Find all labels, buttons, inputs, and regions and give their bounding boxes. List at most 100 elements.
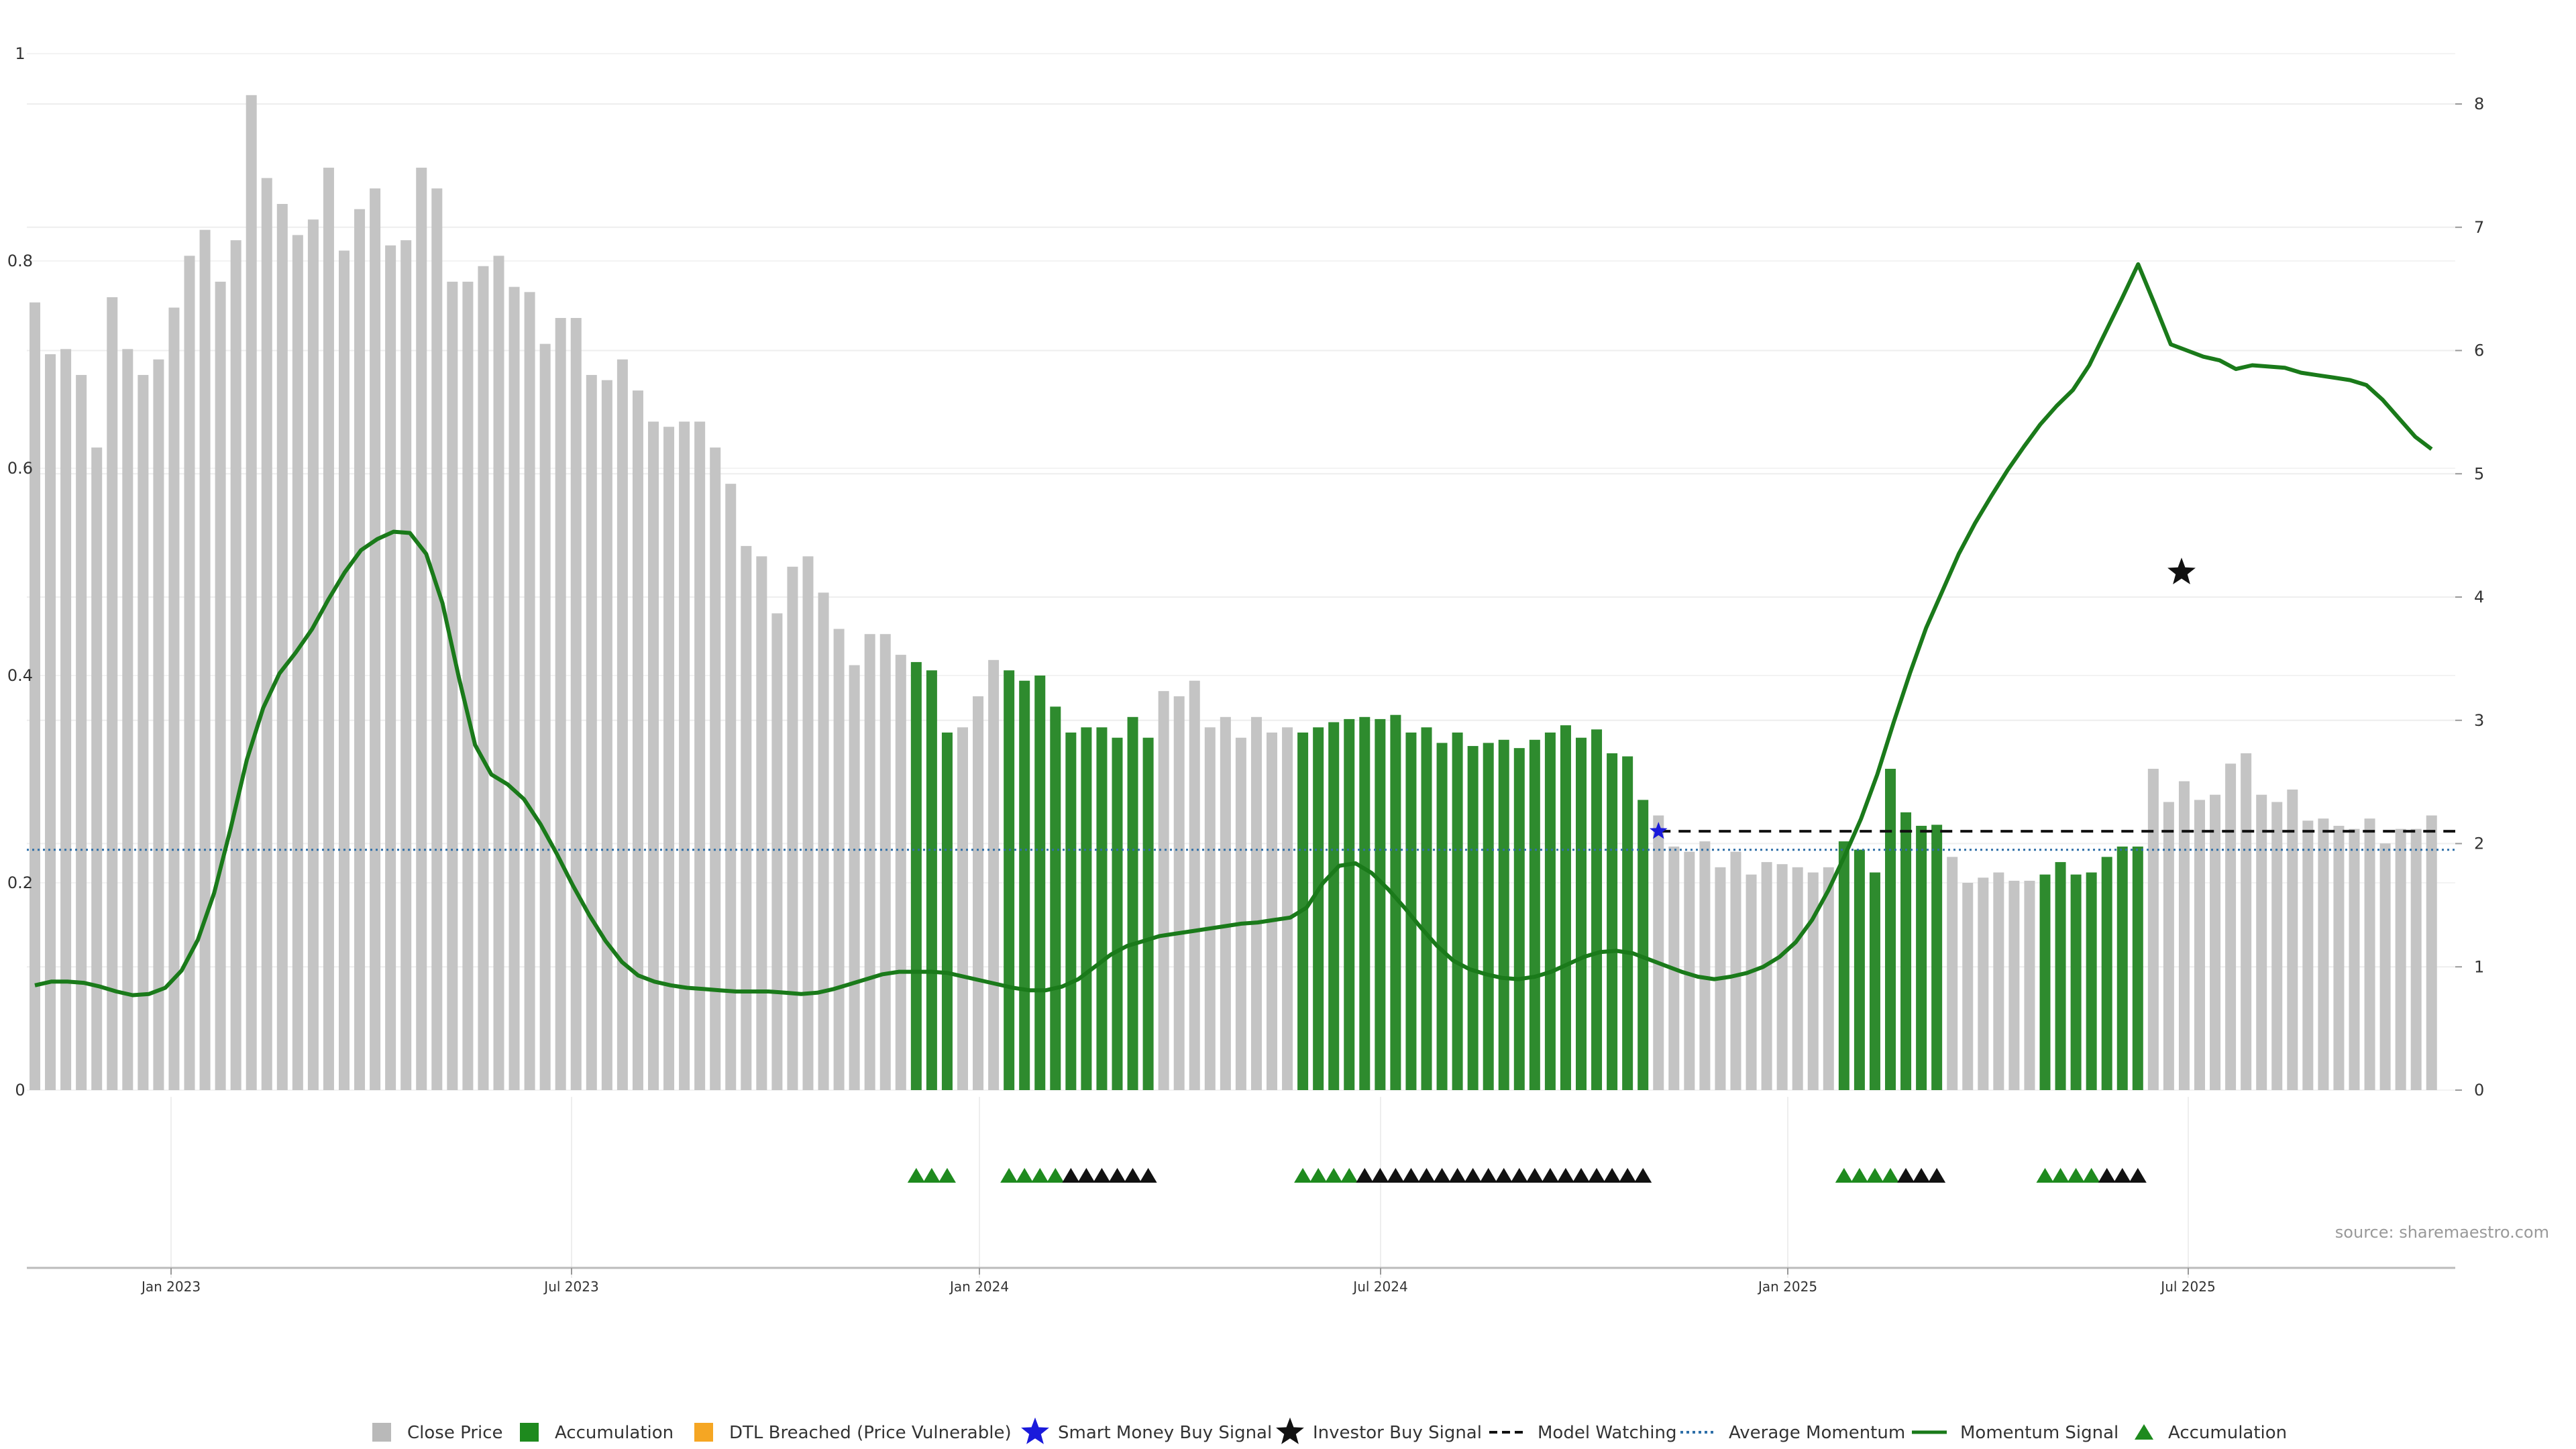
accumulation-triangle bbox=[1417, 1168, 1436, 1183]
y-left-tick-label: 0.4 bbox=[7, 666, 33, 685]
close-price-bar bbox=[1204, 727, 1216, 1090]
y-right-tick-label: 3 bbox=[2474, 711, 2484, 730]
close-price-bar bbox=[973, 696, 984, 1090]
momentum-signal-line bbox=[34, 262, 2433, 998]
accumulation-triangle bbox=[1402, 1168, 1420, 1183]
close-price-bar bbox=[2178, 781, 2190, 1090]
close-price-bar bbox=[230, 240, 241, 1091]
close-price-bar bbox=[2426, 815, 2437, 1090]
close-price-bar bbox=[1653, 815, 1664, 1090]
accumulation-bar bbox=[1436, 743, 1448, 1090]
accumulation-triangle bbox=[1139, 1168, 1157, 1183]
accumulation-triangle bbox=[1031, 1168, 1049, 1183]
close-price-bar bbox=[1189, 680, 1200, 1090]
y-right-tick-label: 2 bbox=[2474, 835, 2484, 853]
close-price-bar bbox=[45, 354, 56, 1090]
accumulation-bar bbox=[1869, 872, 1880, 1090]
close-price-bar bbox=[1235, 737, 1246, 1090]
close-price-bar bbox=[539, 343, 551, 1090]
y-right-tick-label: 7 bbox=[2474, 218, 2484, 237]
accumulation-triangle bbox=[1525, 1168, 1544, 1183]
accumulation-triangle bbox=[2036, 1168, 2054, 1183]
close-price-bar bbox=[339, 250, 350, 1090]
close-price-bar bbox=[988, 659, 1000, 1090]
accumulation-bar bbox=[1498, 739, 1509, 1090]
close-price-bar bbox=[385, 245, 396, 1091]
accumulation-bar bbox=[1112, 737, 1123, 1090]
close-price-bar bbox=[1684, 851, 1695, 1090]
legend-label: Accumulation bbox=[2168, 1423, 2287, 1443]
accumulation-bar bbox=[1854, 849, 1865, 1090]
accumulation-bar bbox=[1142, 737, 1154, 1090]
close-price-bar bbox=[307, 219, 319, 1091]
close-price-bar bbox=[2225, 763, 2237, 1090]
accumulation-triangle bbox=[1108, 1168, 1126, 1183]
close-price-bar bbox=[30, 302, 40, 1090]
accumulation-triangle bbox=[1000, 1168, 1018, 1183]
accumulation-bar bbox=[1344, 718, 1355, 1090]
bars-layer bbox=[30, 95, 2437, 1091]
close-price-bar bbox=[771, 613, 783, 1090]
legend-swatch bbox=[694, 1423, 713, 1442]
close-price-bar bbox=[741, 545, 752, 1090]
close-price-bar bbox=[76, 374, 87, 1091]
accumulation-bar bbox=[1127, 716, 1138, 1090]
accumulation-bar bbox=[1931, 824, 1943, 1090]
close-price-bar bbox=[370, 188, 381, 1091]
y-left-tick-label: 1 bbox=[15, 44, 25, 63]
accumulation-triangle bbox=[1495, 1168, 1513, 1183]
close-price-bar bbox=[416, 167, 427, 1091]
y-left-tick-label: 0.2 bbox=[7, 873, 33, 892]
axes-layer: Jan 2023 Jul 2023 Jan 2024 Jul 2024 Jan 2025… bbox=[7, 44, 2484, 1295]
close-price-bar bbox=[787, 566, 798, 1090]
accumulation-triangle bbox=[1062, 1168, 1080, 1183]
close-price-bar bbox=[1158, 691, 1169, 1090]
legend-label: Momentum Signal bbox=[1960, 1423, 2118, 1443]
accumulation-bar bbox=[1607, 753, 1618, 1090]
close-price-bar bbox=[2024, 880, 2035, 1090]
x-tick-label: Jan 2024 bbox=[949, 1279, 1009, 1295]
smart-money-buy-signal-star bbox=[1649, 822, 1668, 839]
legend-item: Investor Buy Signal bbox=[1276, 1417, 1482, 1444]
close-price-bar bbox=[1993, 872, 2004, 1090]
legend-item: Average Momentum bbox=[1680, 1423, 1905, 1443]
close-price-bar bbox=[1746, 874, 1757, 1090]
accumulation-triangle bbox=[1913, 1168, 1931, 1183]
legend-star-icon bbox=[1276, 1417, 1304, 1444]
accumulation-bar bbox=[1529, 739, 1540, 1090]
accumulation-triangle bbox=[2051, 1168, 2070, 1183]
close-price-bar bbox=[1823, 867, 1834, 1090]
accumulation-bar bbox=[2070, 874, 2082, 1090]
x-tick-label: Jul 2024 bbox=[1352, 1279, 1407, 1295]
close-price-bar bbox=[1947, 857, 1958, 1090]
close-price-bar bbox=[2333, 826, 2345, 1090]
accumulation-triangle bbox=[1016, 1168, 1034, 1183]
source-label: source: sharemaestro.com bbox=[2335, 1223, 2549, 1242]
accumulation-bar bbox=[2132, 846, 2143, 1090]
y-right-tick-label: 6 bbox=[2474, 341, 2484, 360]
close-price-bar bbox=[60, 349, 72, 1091]
close-price-bar bbox=[1267, 732, 1277, 1090]
close-price-bar bbox=[2302, 820, 2314, 1090]
close-price-bar bbox=[1699, 841, 1711, 1090]
legend-item: Smart Money Buy Signal bbox=[1021, 1417, 1272, 1444]
x-tick-label: Jan 2025 bbox=[1757, 1279, 1817, 1295]
accumulation-bar bbox=[1452, 732, 1463, 1090]
accumulation-triangle bbox=[1556, 1168, 1574, 1183]
accumulation-triangle bbox=[1294, 1168, 1312, 1183]
legend-label: Investor Buy Signal bbox=[1313, 1423, 1482, 1443]
accumulation-bar bbox=[1081, 727, 1092, 1090]
close-price-bar bbox=[447, 281, 458, 1090]
legend-swatch bbox=[520, 1423, 539, 1442]
close-price-bar bbox=[802, 556, 814, 1090]
lines-layer bbox=[27, 262, 2455, 998]
y-left-tick-label: 0 bbox=[15, 1081, 25, 1099]
marker-layer bbox=[907, 557, 2196, 1183]
legend-item: Close Price bbox=[372, 1423, 503, 1443]
close-price-bar bbox=[2349, 828, 2360, 1090]
accumulation-bar bbox=[1034, 676, 1046, 1090]
legend-item: Accumulation bbox=[2135, 1423, 2287, 1443]
accumulation-triangle bbox=[938, 1168, 956, 1183]
close-price-bar bbox=[508, 286, 520, 1090]
y-right-tick-label: 4 bbox=[2474, 588, 2484, 606]
